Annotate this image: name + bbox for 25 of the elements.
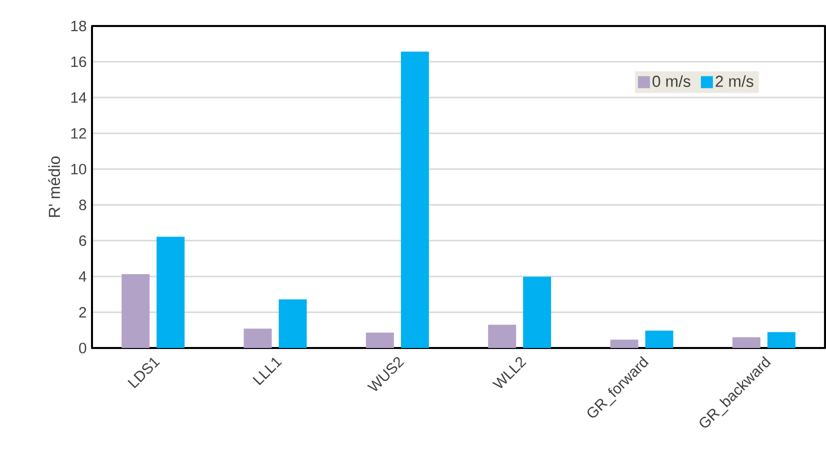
bar [122, 274, 150, 348]
y-tick-label: 8 [79, 200, 86, 210]
bar [645, 330, 674, 348]
y-tick-label: 0 [79, 342, 86, 354]
y-tick-label: 12 [71, 128, 86, 139]
y-tick-label: 14 [71, 92, 86, 103]
y-axis-title: R' médio [48, 156, 60, 217]
y-tick-label: 2 [79, 307, 86, 318]
bar [610, 340, 638, 348]
legend-label: 2 m/s [716, 75, 754, 87]
bar [400, 52, 429, 348]
bar [732, 337, 760, 348]
bar [767, 332, 796, 348]
y-tick-label: 16 [71, 56, 86, 68]
y-tick-label: 18 [71, 20, 86, 32]
y-tick-label: 10 [71, 164, 86, 174]
bar [488, 324, 516, 348]
bar [523, 276, 552, 348]
y-tick-label: 4 [78, 271, 86, 282]
y-tick-label: 6 [79, 235, 86, 246]
bar [278, 299, 307, 348]
bar [366, 332, 394, 348]
legend-label: 0 m/s [652, 75, 690, 87]
bar [156, 236, 185, 348]
bar [244, 328, 272, 348]
